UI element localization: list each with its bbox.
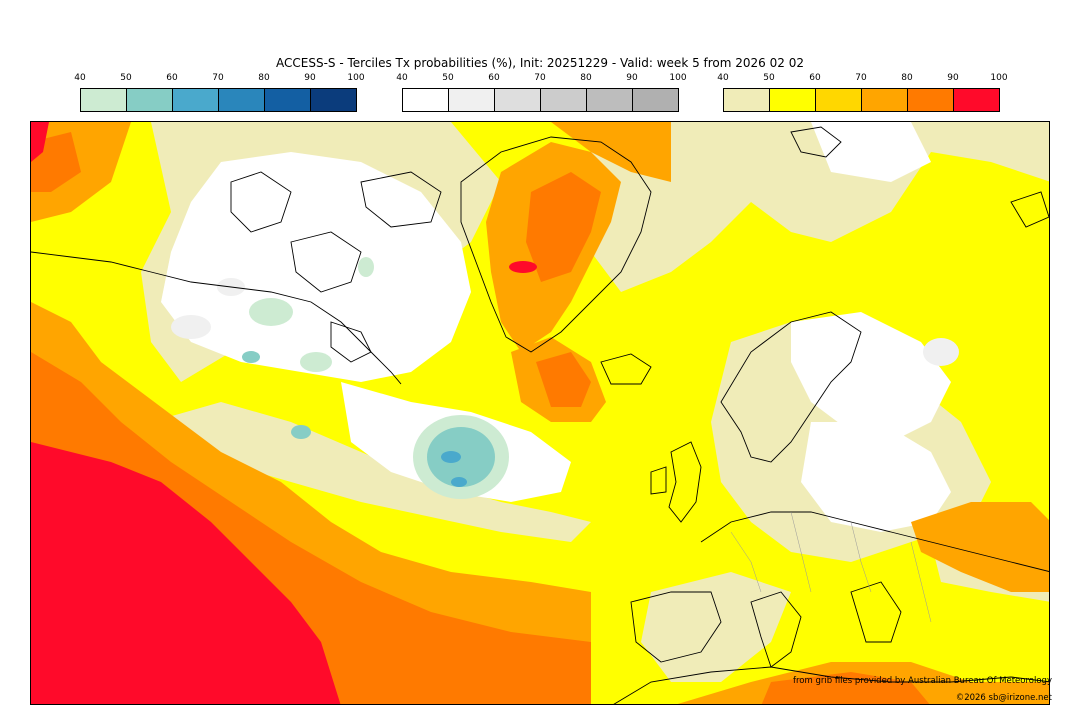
tick-label: 60 [488,73,500,83]
tick-label: 80 [258,73,270,83]
copyright-credit: ©2026 sb@irizone.net [955,693,1052,703]
tick-label: 90 [947,73,959,83]
tick-label: 80 [901,73,913,83]
colorbar-normal-cell-2 [495,89,541,111]
colorbar-above-cell-3 [862,89,908,111]
tick-label: 40 [717,73,729,83]
colorbar-normal-cell-3 [541,89,587,111]
colorbar-above-ticks: 40 50 60 70 80 90 100 [717,73,1007,85]
colorbar-above-cell-5 [954,89,999,111]
tick-label: 50 [763,73,775,83]
colorbar-above-cell-1 [770,89,816,111]
probability-map[interactable] [30,121,1050,705]
colorbar-normal-cell-5 [633,89,678,111]
colorbar-below [80,88,357,112]
country-borders [730,511,932,623]
colorbar-below-cell-2 [173,89,219,111]
colorbar-above-cell-2 [816,89,862,111]
tick-label: 60 [166,73,178,83]
tick-label: 70 [534,73,546,83]
tick-label: 100 [990,73,1008,83]
coastlines [31,126,1049,704]
colorbar-normal [402,88,679,112]
tick-label: 60 [809,73,821,83]
colorbar-below-cell-1 [127,89,173,111]
normal-50-zones [171,278,959,366]
tick-label: 70 [212,73,224,83]
colorbar-normal-cell-4 [587,89,633,111]
colorbar-above [723,88,1000,112]
tick-label: 90 [304,73,316,83]
tick-label: 70 [855,73,867,83]
tick-label: 50 [442,73,454,83]
colorbar-normal-ticks: 40 50 60 70 80 90 100 [396,73,686,85]
colorbar-below-cell-3 [219,89,265,111]
tick-label: 90 [626,73,638,83]
tick-label: 80 [580,73,592,83]
colorbar-above-cell-4 [908,89,954,111]
colorbar-above-cell-0 [724,89,770,111]
map-title: ACCESS-S - Terciles Tx probabilities (%)… [276,56,804,70]
tick-label: 100 [347,73,365,83]
colorbar-below-cell-0 [81,89,127,111]
tick-label: 50 [120,73,132,83]
colorbar-below-cell-5 [311,89,356,111]
colorbar-below-cell-4 [265,89,311,111]
tick-label: 100 [669,73,687,83]
source-credit: from grib files provided by Australian B… [792,676,1052,686]
below-normal-zones [242,257,509,499]
tick-label: 40 [74,73,86,83]
tick-label: 40 [396,73,408,83]
colorbar-normal-cell-1 [449,89,495,111]
colorbar-normal-cell-0 [403,89,449,111]
above-90-zones [31,122,537,704]
colorbar-below-ticks: 40 50 60 70 80 90 100 [74,73,364,85]
